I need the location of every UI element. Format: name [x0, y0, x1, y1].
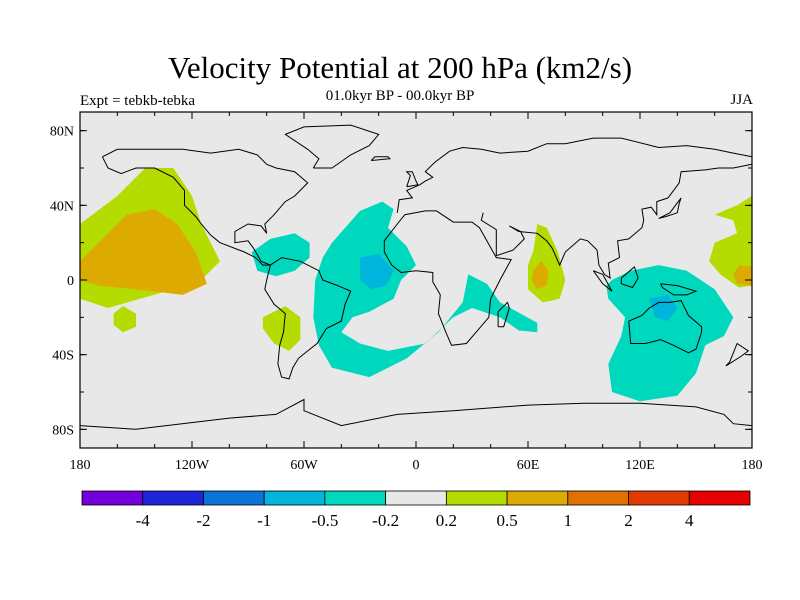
- y-tick-label: 40N: [50, 199, 74, 214]
- colorbar-box: [506, 490, 569, 506]
- x-axis-ticks: 180 120W 60W 0 60E 120E 180: [70, 112, 763, 473]
- colorbar-box: [81, 490, 144, 506]
- coastline: [284, 124, 380, 169]
- colorbar-box: [263, 490, 326, 506]
- colorbar-box: [142, 490, 204, 506]
- coastline: [497, 301, 510, 328]
- colorbar-label: 2: [624, 511, 633, 530]
- coastline: [383, 210, 512, 346]
- colorbar-label: 1: [564, 511, 573, 530]
- y-axis-ticks: 80N 40N 0 40S 80S: [50, 125, 752, 438]
- colorbar-label: -4: [136, 511, 151, 530]
- colorbar-label: 4: [685, 511, 694, 530]
- contour-region: [262, 306, 301, 351]
- x-tick-label: 120E: [625, 458, 655, 473]
- contour-fills: [80, 168, 752, 402]
- coastline: [592, 270, 613, 292]
- colorbar-box: [324, 490, 387, 506]
- coastline: [660, 283, 698, 296]
- coastline: [264, 257, 352, 380]
- x-tick-label: 0: [413, 458, 420, 473]
- colorbar-label: 0.2: [436, 511, 457, 530]
- colorbar-label: -1: [257, 511, 271, 530]
- coastline: [725, 342, 750, 367]
- coastlines: [80, 124, 752, 430]
- contour-region: [531, 261, 549, 290]
- contour-region: [113, 306, 136, 333]
- contour-region: [606, 265, 734, 402]
- x-tick-label: 180: [70, 458, 91, 473]
- colorbar-label: -2: [196, 511, 210, 530]
- colorbar-box: [628, 490, 690, 506]
- chart-subtitle: 01.0kyr BP - 00.0kyr BP: [325, 88, 475, 104]
- colorbar-box: [385, 490, 447, 506]
- y-tick-label: 80S: [52, 423, 74, 438]
- x-tick-label: 180: [742, 458, 763, 473]
- coastline: [620, 266, 639, 289]
- colorbar-box: [567, 490, 629, 506]
- coastline: [80, 398, 752, 430]
- colorbar-box: [445, 490, 508, 506]
- x-tick-label: 60E: [517, 458, 540, 473]
- contour-region: [313, 201, 538, 378]
- coastline: [101, 148, 309, 266]
- colorbar-label: -0.5: [311, 511, 338, 530]
- contour-region: [709, 196, 752, 288]
- experiment-label: Expt = tebkb-tebka: [80, 93, 196, 109]
- coastline: [405, 171, 419, 188]
- y-tick-label: 40S: [52, 349, 74, 364]
- season-label: JJA: [730, 92, 753, 108]
- coastline: [396, 137, 752, 213]
- colorbar: -4 -2 -1 -0.5 -0.2 0.2 0.5 1 2 4: [81, 490, 751, 530]
- colorbar-label: -0.2: [372, 511, 399, 530]
- y-tick-label: 80N: [50, 125, 74, 140]
- y-tick-label: 0: [67, 274, 74, 289]
- contour-region: [649, 294, 678, 322]
- coastline: [658, 197, 682, 219]
- coastline: [628, 299, 703, 354]
- colorbar-label: 0.5: [496, 511, 517, 530]
- chart-title: Velocity Potential at 200 hPa (km2/s): [167, 50, 633, 85]
- contour-region: [80, 209, 207, 295]
- colorbar-box: [203, 490, 265, 506]
- coastline: [370, 156, 392, 161]
- contour-region: [360, 253, 394, 290]
- x-tick-label: 120W: [175, 458, 210, 473]
- coastline: [480, 163, 752, 280]
- x-tick-label: 60W: [290, 458, 318, 473]
- colorbar-box: [688, 490, 751, 506]
